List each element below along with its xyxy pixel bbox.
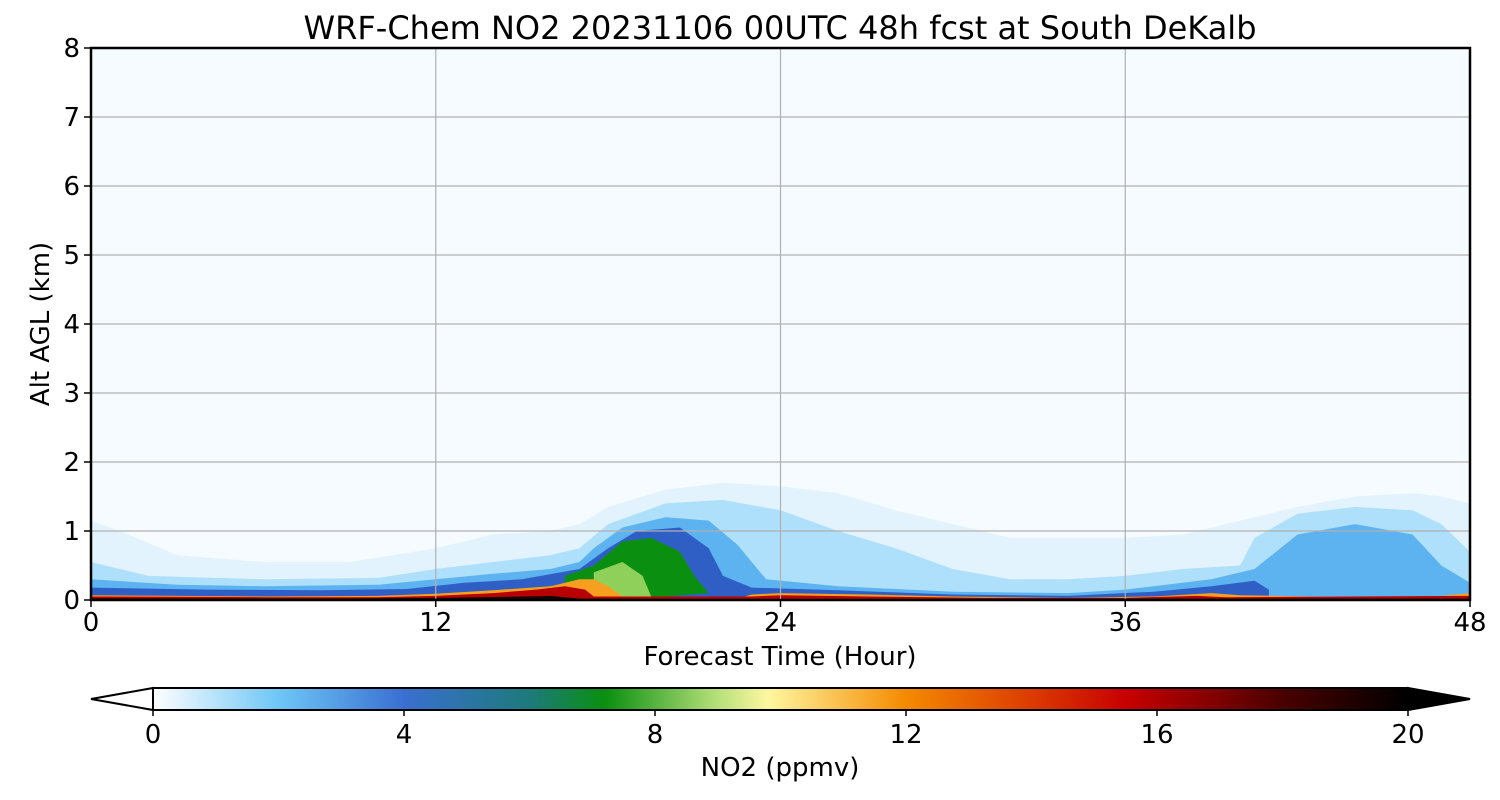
- colorbar-gradient: [152, 687, 1409, 711]
- y-tick-label: 3: [63, 379, 80, 409]
- y-tick-label: 6: [63, 172, 80, 202]
- colorbar-tick-label: 4: [396, 720, 413, 750]
- x-tick-label: 0: [83, 608, 100, 638]
- colorbar-label: NO2 (ppmv): [701, 753, 860, 783]
- x-tick-label: 12: [419, 608, 452, 638]
- colorbar-tick-label: 16: [1140, 720, 1173, 750]
- plot-area: [89, 46, 1472, 602]
- x-tick-label: 36: [1109, 608, 1142, 638]
- y-axis-label: Alt AGL (km): [26, 242, 56, 406]
- colorbar-tick-label: 20: [1391, 720, 1424, 750]
- x-tick-label: 24: [764, 608, 797, 638]
- colorbar-extend-low: [90, 686, 154, 712]
- y-axis: 0 1 2 3 4 5 6 7 8: [63, 34, 91, 616]
- y-tick-label: 2: [63, 448, 80, 478]
- x-axis: 0 12 24 36 48: [83, 600, 1487, 638]
- colorbar-ticks: 0 4 8 12 16 20: [145, 710, 1425, 750]
- y-tick-label: 5: [63, 241, 80, 271]
- y-tick-label: 7: [63, 103, 80, 133]
- colorbar-extend-high: [1407, 686, 1471, 712]
- colorbar-tick-label: 12: [889, 720, 922, 750]
- colorbar-tick-label: 0: [145, 720, 162, 750]
- y-tick-label: 1: [63, 517, 80, 547]
- x-axis-label: Forecast Time (Hour): [643, 642, 916, 672]
- y-tick-label: 8: [63, 34, 80, 64]
- chart-title: WRF-Chem NO2 20231106 00UTC 48h fcst at …: [304, 9, 1257, 47]
- x-tick-label: 48: [1453, 608, 1486, 638]
- colorbar: 0 4 8 12 16 20 NO2 (ppmv): [90, 686, 1471, 783]
- y-tick-label: 4: [63, 310, 80, 340]
- colorbar-tick-label: 8: [647, 720, 664, 750]
- y-tick-label: 0: [63, 586, 80, 616]
